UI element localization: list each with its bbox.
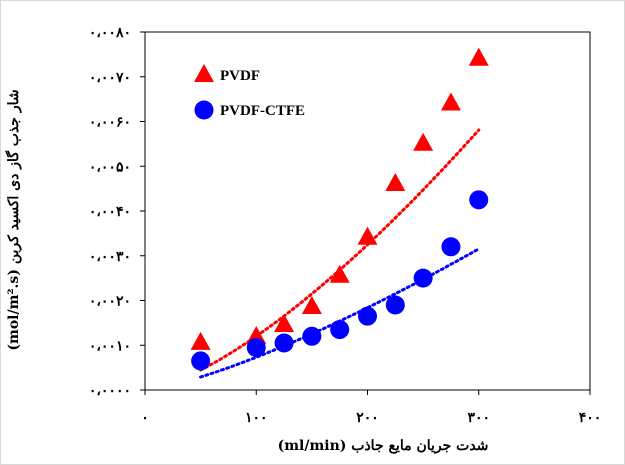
y-tick-label: ۰،۰۰۸۰ [89,25,131,41]
y-tick-label: ۰،۰۰۵۰ [89,159,131,175]
data-point-pvdf-ctfe [385,295,405,315]
data-point-pvdf [468,47,489,66]
data-point-pvdf-ctfe [274,333,294,353]
y-tick-label: ۰،۰۰۰۰ [89,383,131,399]
data-point-pvdf-ctfe [413,268,433,288]
x-tick-label: ۱۰۰ [245,410,268,426]
data-point-pvdf-ctfe [246,337,266,357]
x-tick-labels: ۰ ۱۰۰ ۲۰۰ ۳۰۰ ۴۰۰ [141,410,601,426]
data-point-pvdf-ctfe [469,190,489,210]
x-tick-label: ۲۰۰ [356,410,379,426]
data-point-pvdf-ctfe [358,306,377,326]
data-point-pvdf [357,226,378,245]
legend-marker-pvdf-ctfe [194,100,214,120]
data-point-pvdf-ctfe [191,351,211,371]
plot-area [144,31,591,391]
y-tick-labels: ۰،۰۰۰۰ ۰،۰۰۱۰ ۰،۰۰۲۰ ۰،۰۰۳۰ ۰،۰۰۴۰ ۰،۰۰۵۰ ۰،۰۰… [89,25,131,399]
y-tick-label: ۰،۰۰۷۰ [89,70,131,86]
data-point-pvdf-ctfe [302,326,322,346]
legend-label-pvdf: PVDF [220,68,260,84]
data-point-pvdf-ctfe [330,320,350,340]
y-tick-label: ۰،۰۰۲۰ [89,294,131,310]
x-tick-label: ۰ [141,410,149,426]
y-tick-label: ۰،۰۰۴۰ [89,204,131,220]
y-tick-label: ۰،۰۰۳۰ [89,249,131,265]
data-point-pvdf [440,92,461,111]
plot-border [144,31,591,391]
x-axis-title: شدت جریان مایع جاذب (ml/min) [278,438,489,454]
legend: PVDF PVDF-CTFE [194,64,305,120]
legend-label-pvdf-ctfe: PVDF-CTFE [220,103,305,119]
data-point-pvdf [329,264,350,283]
data-point-pvdf [385,172,406,191]
x-tick-label: ۳۰۰ [467,410,490,426]
data-point-pvdf [301,296,322,315]
data-points [190,47,489,371]
data-point-pvdf [190,331,211,350]
axes [140,31,591,395]
y-tick-label: ۰،۰۰۱۰ [89,338,131,354]
data-point-pvdf [274,313,295,332]
y-tick-label: ۰،۰۰۶۰ [89,115,131,131]
legend-marker-pvdf [194,64,214,82]
data-point-pvdf-ctfe [441,237,461,257]
x-tick-label: ۴۰۰ [579,410,602,426]
trendlines [199,128,481,379]
data-point-pvdf [413,132,434,151]
y-axis-title: شار جذب گاز دی اکسید کربن (mol/m².s) [5,89,22,350]
